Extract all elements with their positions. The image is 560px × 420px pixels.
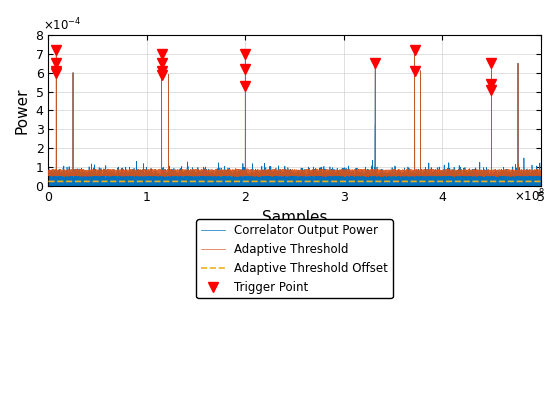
Trigger Point	[488, 87, 495, 92]
Text: $\times10^{-4}$: $\times10^{-4}$	[44, 17, 82, 33]
Trigger Point	[53, 47, 60, 52]
Adaptive Threshold	[45, 170, 52, 175]
Adaptive Threshold Offset	[533, 179, 540, 184]
Trigger Point	[242, 51, 249, 56]
Adaptive Threshold	[92, 169, 99, 174]
Adaptive Threshold Offset	[347, 179, 353, 184]
Correlator Output Power	[51, 172, 58, 177]
Trigger Point	[158, 60, 165, 66]
Correlator Output Power	[92, 181, 99, 186]
Trigger Point	[53, 68, 60, 73]
Trigger Point	[53, 60, 60, 66]
Trigger Point	[158, 72, 165, 77]
Adaptive Threshold Offset	[136, 179, 143, 184]
Trigger Point	[158, 51, 165, 56]
X-axis label: Samples: Samples	[262, 210, 327, 225]
Line: Trigger Point: Trigger Point	[52, 45, 496, 94]
Adaptive Threshold	[533, 170, 540, 175]
Correlator Output Power	[533, 180, 540, 185]
Adaptive Threshold	[102, 175, 109, 180]
Correlator Output Power	[65, 184, 72, 189]
Adaptive Threshold	[347, 170, 353, 175]
Adaptive Threshold	[51, 172, 58, 177]
Trigger Point	[488, 60, 495, 66]
Adaptive Threshold	[537, 171, 544, 176]
Correlator Output Power	[53, 47, 60, 52]
Adaptive Threshold Offset	[65, 179, 72, 184]
Adaptive Threshold Offset	[51, 179, 58, 184]
Adaptive Threshold Offset	[92, 179, 99, 184]
Correlator Output Power	[347, 182, 353, 187]
Trigger Point	[411, 47, 418, 52]
Trigger Point	[158, 68, 165, 73]
Text: $\times10^{8}$: $\times10^{8}$	[514, 188, 545, 204]
Line: Correlator Output Power: Correlator Output Power	[48, 50, 540, 186]
Correlator Output Power	[352, 184, 358, 189]
Trigger Point	[411, 68, 418, 73]
Adaptive Threshold Offset	[537, 179, 544, 184]
Correlator Output Power	[537, 181, 544, 186]
Correlator Output Power	[136, 180, 143, 185]
Adaptive Threshold	[65, 171, 72, 176]
Adaptive Threshold	[53, 47, 60, 52]
Correlator Output Power	[45, 183, 52, 188]
Legend: Correlator Output Power, Adaptive Threshold, Adaptive Threshold Offset, Trigger : Correlator Output Power, Adaptive Thresh…	[197, 219, 393, 299]
Adaptive Threshold	[136, 171, 143, 176]
Trigger Point	[488, 81, 495, 87]
Trigger Point	[242, 84, 249, 89]
Trigger Point	[242, 66, 249, 71]
Trigger Point	[372, 60, 379, 66]
Trigger Point	[53, 70, 60, 75]
Adaptive Threshold Offset	[45, 179, 52, 184]
Y-axis label: Power: Power	[15, 87, 30, 134]
Line: Adaptive Threshold: Adaptive Threshold	[48, 50, 540, 178]
